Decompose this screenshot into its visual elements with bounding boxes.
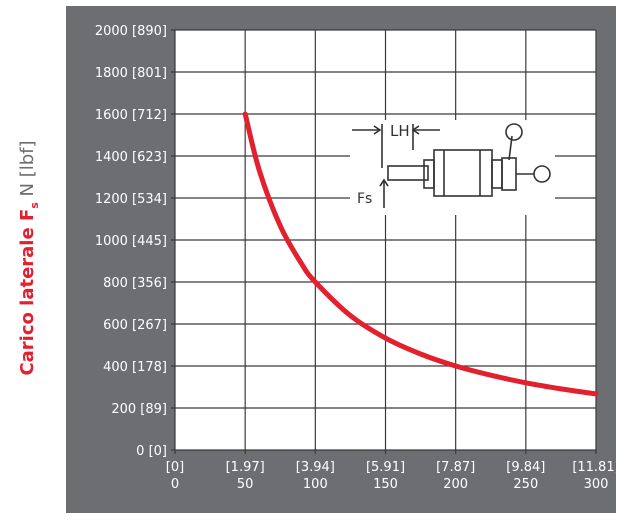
x-tick-label-inch: [7.87]	[436, 460, 475, 475]
x-tick-label-mm: 100	[303, 477, 328, 492]
inset-label-fs: Fs	[357, 191, 372, 207]
y-axis-title-unit: N [lbf]	[17, 140, 38, 202]
lh-arrowhead-right	[411, 125, 420, 135]
y-tick-label: 200 [89]	[111, 402, 167, 417]
x-tick-label-inch: [11.81]	[572, 460, 619, 475]
y-tick-label: 1400 [623]	[95, 150, 167, 165]
x-tick-label-mm: 50	[237, 477, 254, 492]
y-axis-ticks: 0 [0] 200 [89] 400 [178] 600 [267] 800 [356]…	[95, 24, 167, 459]
x-tick-label-mm: 200	[443, 477, 468, 492]
y-axis-title: Carico laterale Fs N [lbf]	[17, 140, 41, 375]
x-axis-ticks: [0] 0 [1.97] 50 [3.94] 100 [5.91] 150 [7.87] 200 […	[166, 460, 620, 492]
lh-arrowhead-left	[373, 125, 382, 135]
x-tick-label-inch: [0]	[166, 460, 184, 475]
series-line	[242, 111, 599, 397]
y-tick-label: 600 [267]	[103, 318, 167, 333]
y-tick-label: 1200 [534]	[95, 192, 167, 207]
y-tick-label: 1000 [445]	[95, 234, 167, 249]
y-tick-label: 400 [178]	[103, 360, 167, 375]
fs-arrowhead	[379, 178, 389, 187]
inset-label-lh: LH	[390, 122, 410, 140]
y-tick-label: 1800 [801]	[95, 66, 167, 81]
y-tick-label: 800 [356]	[103, 276, 167, 291]
inset-diagram: LH Fs	[350, 120, 555, 215]
y-axis-title-subscript: s	[28, 202, 41, 209]
x-tick-label-inch: [5.91]	[366, 460, 405, 475]
inset-background	[350, 120, 555, 215]
y-tick-label: 2000 [890]	[95, 24, 167, 39]
x-tick-label-inch: [9.84]	[506, 460, 545, 475]
x-tick-label-mm: 300	[584, 477, 609, 492]
y-tick-label: 0 [0]	[136, 444, 167, 459]
x-tick-label-mm: 250	[513, 477, 538, 492]
x-tick-label-mm: 150	[373, 477, 398, 492]
lever-knob-side	[533, 165, 551, 183]
piston-rod	[387, 165, 429, 181]
x-tick-label-mm: 0	[171, 477, 179, 492]
y-axis-title-area: Carico laterale Fs N [lbf]	[0, 0, 50, 517]
y-tick-label: 1600 [712]	[95, 108, 167, 123]
x-tick-label-inch: [1.97]	[226, 460, 265, 475]
y-axis-title-svg: Carico laterale Fs N [lbf]	[17, 140, 41, 375]
lever-knob-top	[505, 123, 523, 141]
x-tick-label-inch: [3.94]	[296, 460, 335, 475]
y-axis-title-main: Carico laterale F	[17, 209, 38, 376]
